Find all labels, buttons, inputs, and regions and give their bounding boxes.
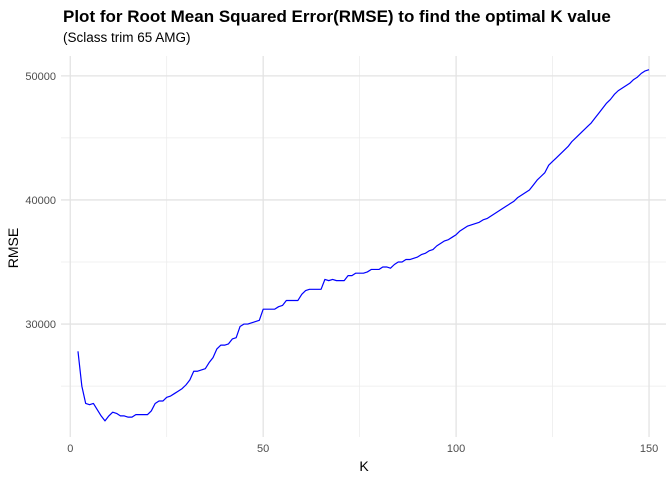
x-tick-label: 100 <box>447 443 465 455</box>
y-tick-label: 30000 <box>25 319 56 331</box>
y-tick-label: 40000 <box>25 195 56 207</box>
chart-subtitle: (Sclass trim 65 AMG) <box>63 30 191 45</box>
x-axis-title: K <box>359 458 369 474</box>
minor-gridlines <box>61 56 666 437</box>
x-axis-tick-labels: 0 50 100 150 <box>67 443 658 455</box>
x-tick-label: 50 <box>257 443 269 455</box>
y-tick-label: 50000 <box>25 71 56 83</box>
chart-title: Plot for Root Mean Squared Error(RMSE) t… <box>63 7 611 26</box>
x-tick-label: 0 <box>67 443 73 455</box>
rmse-line <box>77 69 650 422</box>
y-axis-tick-labels: 30000 40000 50000 <box>25 71 56 331</box>
major-gridlines <box>61 56 666 437</box>
x-tick-label: 150 <box>640 443 658 455</box>
rmse-series <box>77 69 650 422</box>
y-axis-title: RMSE <box>5 228 21 268</box>
